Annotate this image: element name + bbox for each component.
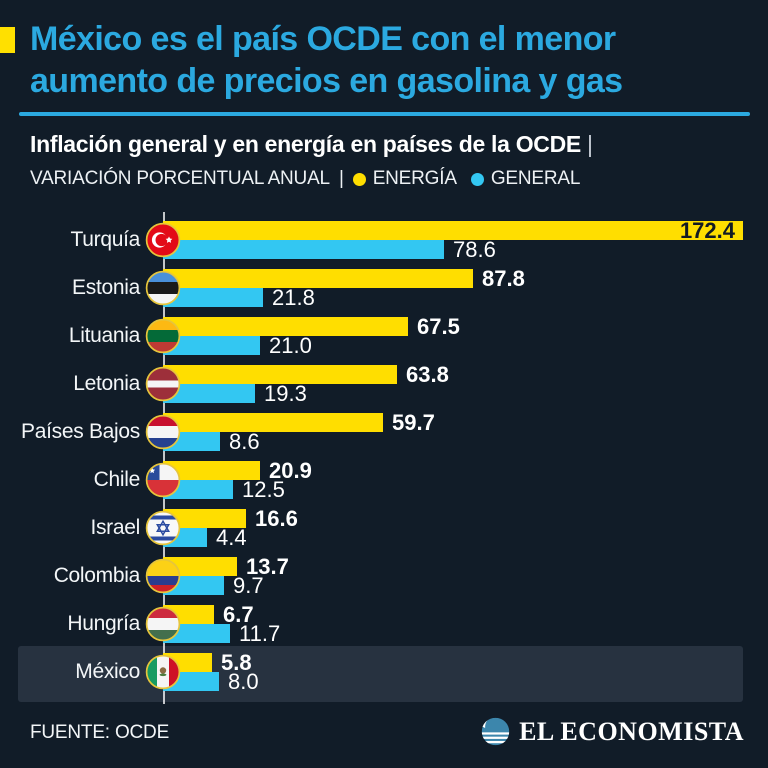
axis-line (163, 212, 165, 704)
general-value: 8.0 (228, 669, 259, 694)
bar-chart: Turquía 172.4 78.6 Estonia 87.8 21.8 Lituania 6… (0, 212, 768, 704)
flag-chile (145, 462, 181, 498)
chart-row: Letonia 63.8 19.3 (0, 360, 768, 408)
chart-row: Chile 20.9 12.5 (0, 456, 768, 504)
energy-value: 13.7 (246, 554, 289, 579)
chart-row: Países Bajos 59.7 8.6 (0, 408, 768, 456)
country-label: Letonia (73, 372, 140, 395)
mexico-highlight-band (18, 646, 743, 702)
general-bar (163, 240, 444, 259)
flag-israel (145, 510, 181, 546)
general-bar (163, 624, 230, 643)
chart-row: Colombia 13.7 9.7 (0, 552, 768, 600)
energy-value: 87.8 (482, 266, 525, 291)
legend-dot-yellow (352, 172, 366, 186)
country-label: Colombia (53, 564, 141, 587)
general-value: 78.6 (453, 237, 496, 262)
general-bar (163, 480, 233, 499)
el-economista-globe-icon (480, 716, 511, 747)
flag-latvia (145, 366, 181, 402)
country-label: Países Bajos (21, 420, 140, 443)
general-value: 8.6 (229, 429, 260, 454)
source-note: FUENTE: OCDE (30, 722, 170, 743)
flag-estonia (145, 270, 181, 306)
flag-colombia (145, 558, 181, 594)
units-label: VARIACIÓN PORCENTUAL ANUAL (30, 168, 330, 189)
title-underline (19, 112, 750, 116)
general-value: 19.3 (264, 381, 307, 406)
accent-square (0, 27, 15, 53)
flag-mexico (145, 654, 181, 690)
energy-value: 5.8 (221, 650, 252, 675)
chart-subtitle: Inflación general y en energía en países… (30, 131, 593, 158)
flag-turkey (145, 222, 181, 258)
energy-bar (163, 557, 237, 576)
flag-lithuania (145, 318, 181, 354)
country-label: Chile (93, 468, 141, 491)
chart-row: México 5.8 8.0 (0, 648, 768, 696)
country-label: Israel (90, 516, 140, 539)
brand-logo: EL ECONOMISTA (480, 716, 744, 747)
energy-value: 16.6 (255, 506, 298, 531)
energy-value: 67.5 (417, 314, 460, 339)
general-bar (163, 384, 255, 403)
energy-value: 172.4 (679, 218, 735, 243)
legend-label-energia: ENERGÍA (372, 168, 457, 189)
page-title-line1: México es el país OCDE con el menor (30, 20, 616, 58)
general-value: 21.8 (272, 285, 315, 310)
country-label: Lituania (68, 324, 140, 347)
general-value: 4.4 (216, 525, 247, 550)
chart-subtitle-text: Inflación general y en energía en países… (30, 131, 581, 157)
chart-row: Estonia 87.8 21.8 (0, 264, 768, 312)
energy-bar (163, 317, 408, 336)
page-title-line2: aumento de precios en gasolina y gas (30, 62, 623, 100)
subtitle-separator: | (586, 131, 593, 157)
energy-bar (163, 509, 246, 528)
flag-netherlands (145, 414, 181, 450)
chart-row: Turquía 172.4 78.6 (0, 216, 768, 264)
general-value: 21.0 (269, 333, 312, 358)
flag-hungary (145, 606, 181, 642)
energy-value: 63.8 (406, 362, 449, 387)
legend-label-general: GENERAL (490, 168, 581, 189)
legend-row: VARIACIÓN PORCENTUAL ANUAL | ENERGÍA GEN… (30, 168, 594, 190)
energy-value: 6.7 (223, 602, 254, 627)
energy-value: 59.7 (392, 410, 435, 435)
chart-row: Israel 16.6 4.4 (0, 504, 768, 552)
page-title: México es el país OCDE con el menor aume… (30, 18, 623, 102)
country-label: Turquía (70, 228, 141, 251)
energy-bar (163, 269, 473, 288)
energy-bar (163, 365, 397, 384)
legend-item-general: GENERAL (470, 168, 581, 190)
energy-bar (163, 221, 743, 240)
general-bar (163, 336, 260, 355)
country-label: Hungría (67, 612, 140, 635)
chart-row: Lituania 67.5 21.0 (0, 312, 768, 360)
country-label: México (75, 660, 140, 683)
chart-row: Hungría 6.7 11.7 (0, 600, 768, 648)
country-label: Estonia (72, 276, 140, 299)
brand-name: EL ECONOMISTA (519, 716, 744, 746)
general-bar (163, 288, 263, 307)
energy-bar (163, 461, 260, 480)
general-value: 12.5 (242, 477, 285, 502)
general-value: 9.7 (233, 573, 264, 598)
general-value: 11.7 (239, 621, 281, 646)
legend-separator: | (338, 168, 344, 189)
legend-item-energia: ENERGÍA (352, 168, 457, 190)
legend-dot-cyan (470, 172, 484, 186)
energy-bar (163, 413, 383, 432)
energy-value: 20.9 (269, 458, 312, 483)
